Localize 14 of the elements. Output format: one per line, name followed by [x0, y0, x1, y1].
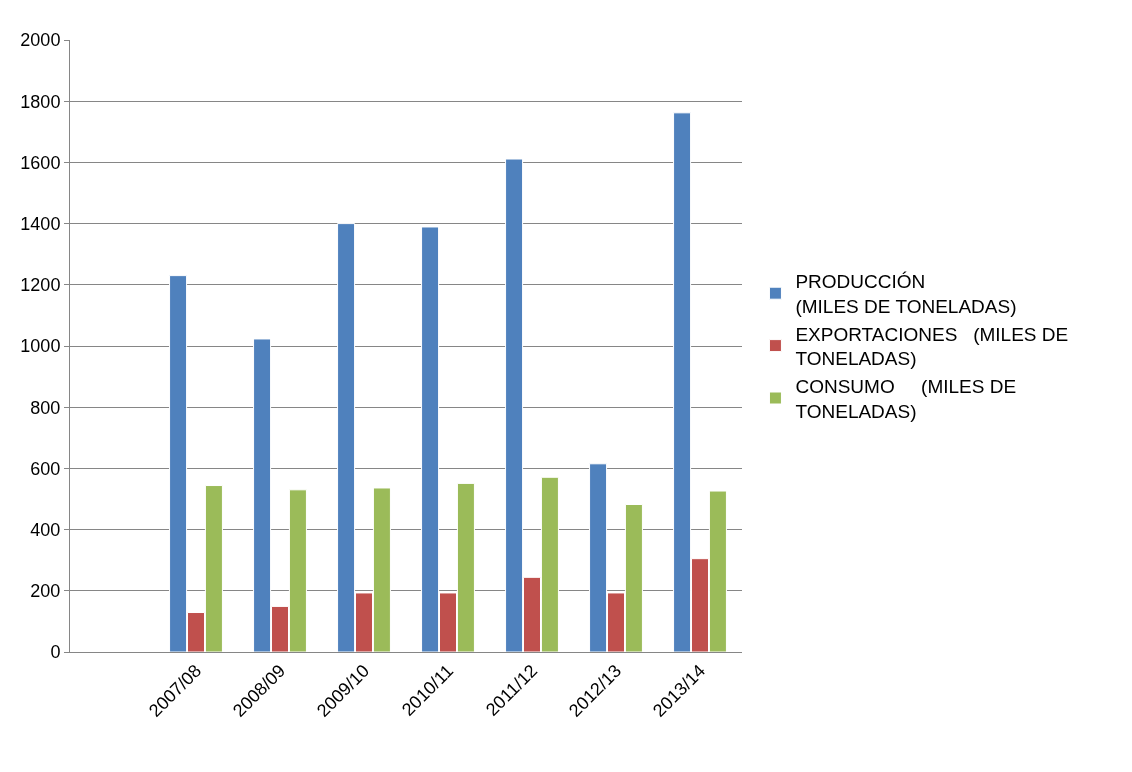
- y-tick-label: 1600: [20, 152, 61, 173]
- y-tick-label: 1800: [20, 91, 61, 112]
- y-tick-label: 400: [30, 519, 61, 540]
- y-tick-label: 1000: [20, 336, 61, 357]
- y-tick-label: 1400: [20, 213, 61, 234]
- legend-label: CONSUMO (MILES DE TONELADAS): [795, 376, 1017, 422]
- y-tick-label: 200: [30, 581, 61, 602]
- y-tick-label: 800: [30, 397, 61, 418]
- y-tick-label: 600: [30, 458, 61, 479]
- legend-label: PRODUCCIÓN (MILES DE TONELADAS): [795, 271, 1017, 317]
- y-tick-label: 0: [50, 642, 61, 663]
- legend-label: EXPORTACIONES (MILES DE TONELADAS): [795, 323, 1069, 370]
- y-tick-label: 1200: [20, 275, 61, 296]
- y-tick-label: 2000: [20, 30, 61, 51]
